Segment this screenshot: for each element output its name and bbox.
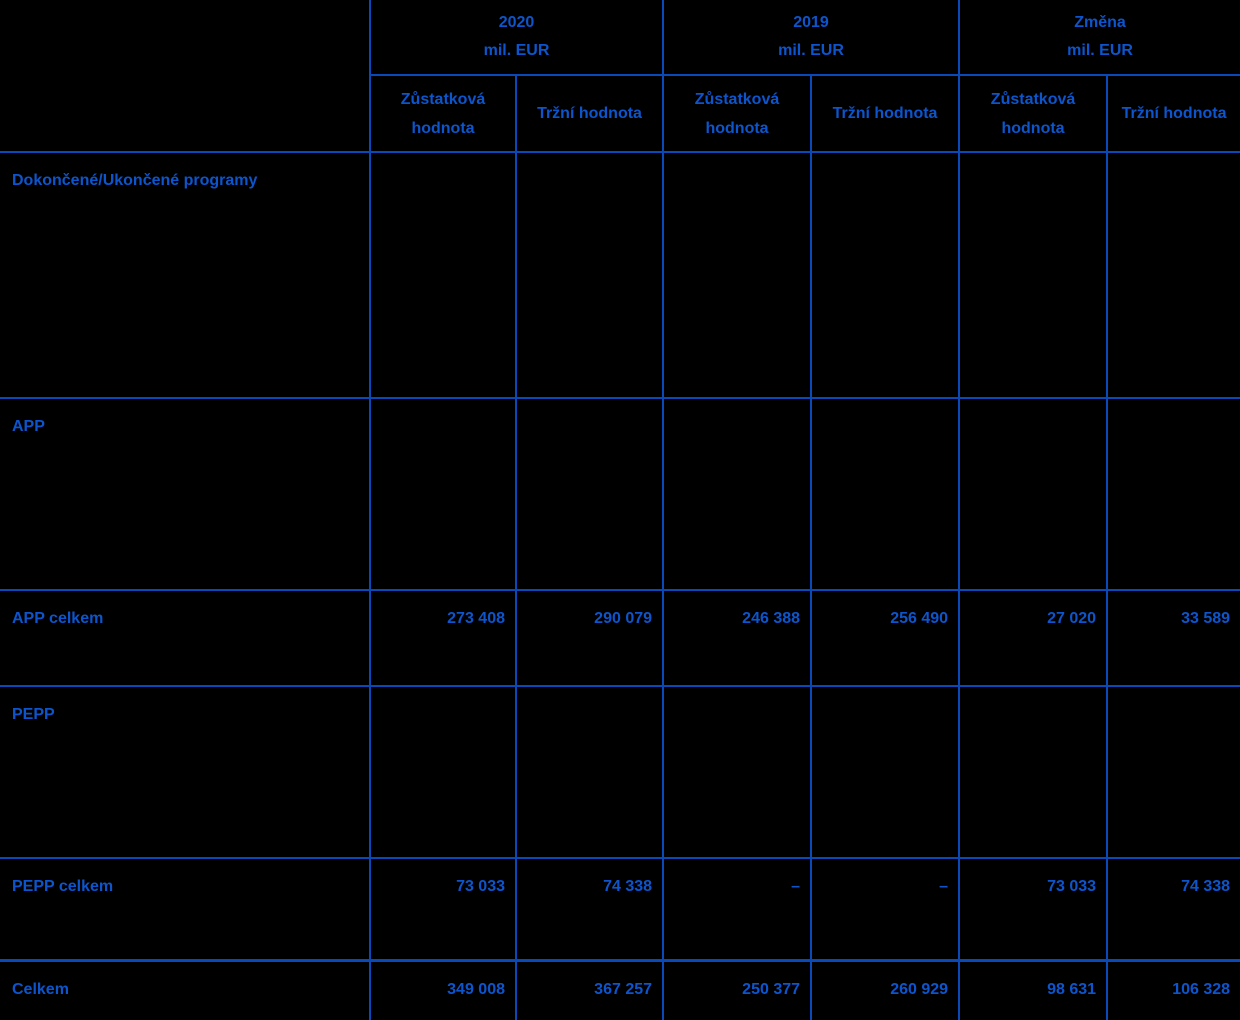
group-unit: mil. EUR: [778, 42, 844, 59]
column-group-zmena: Změna mil. EUR: [958, 0, 1240, 76]
group-unit: mil. EUR: [483, 42, 550, 59]
cell-value: 349 008: [369, 960, 516, 1020]
group-title: 2020: [498, 14, 535, 31]
cell-value: [1106, 686, 1240, 858]
cell-value: 73 033: [369, 858, 516, 960]
group-title: 2019: [793, 14, 829, 31]
cell-value: [662, 152, 812, 398]
total-row-pepp-celkem: PEPP celkem 73 033 74 338 – – 73 033 74 …: [0, 858, 1240, 960]
cell-value: [1106, 152, 1240, 398]
section-row-app: APP: [0, 398, 1240, 590]
subcolumn-header-zustatkova: Zůstatková hodnota: [662, 75, 812, 153]
cell-value: 73 033: [958, 858, 1108, 960]
cell-value: 98 631: [958, 960, 1108, 1020]
group-header-row: 2020 mil. EUR 2019 mil. EUR Změna mil. E…: [0, 0, 1240, 76]
cell-value: 74 338: [514, 858, 664, 960]
cell-value: [958, 152, 1108, 398]
column-group-2019: 2019 mil. EUR: [662, 0, 960, 76]
row-label: PEPP celkem: [0, 858, 370, 960]
cell-value: [1106, 398, 1240, 590]
subcolumn-header-row: Zůstatková hodnota Tržní hodnota Zůstatk…: [0, 75, 1240, 153]
section-row-dokoncene: Dokončené/Ukončené programy: [0, 152, 1240, 398]
row-label: APP: [0, 398, 370, 590]
subcolumn-header-trzni: Tržní hodnota: [810, 75, 960, 153]
cell-value: 273 408: [369, 590, 516, 686]
cell-value: 74 338: [1106, 858, 1240, 960]
cell-value: [514, 686, 664, 858]
cell-value: 246 388: [662, 590, 812, 686]
subcolumn-header-trzni: Tržní hodnota: [514, 75, 664, 153]
cell-value: [958, 398, 1108, 590]
total-row-app-celkem: APP celkem 273 408 290 079 246 388 256 4…: [0, 590, 1240, 686]
cell-value: 250 377: [662, 960, 812, 1020]
cell-value: 33 589: [1106, 590, 1240, 686]
cell-value: [810, 686, 960, 858]
subcolumn-header-trzni: Tržní hodnota: [1106, 75, 1240, 153]
cell-value: [514, 398, 664, 590]
cell-value: 290 079: [514, 590, 664, 686]
cell-value: [662, 686, 812, 858]
column-group-2020: 2020 mil. EUR: [368, 0, 664, 76]
section-row-pepp: PEPP: [0, 686, 1240, 858]
cell-value: [810, 152, 960, 398]
cell-value: 256 490: [810, 590, 960, 686]
cell-value: 27 020: [958, 590, 1108, 686]
grand-total-row-celkem: Celkem 349 008 367 257 250 377 260 929 9…: [0, 960, 1240, 1020]
cell-value: 260 929: [810, 960, 960, 1020]
cell-value: [369, 686, 516, 858]
row-label: PEPP: [0, 686, 370, 858]
cell-value: –: [662, 858, 812, 960]
cell-value: [369, 398, 516, 590]
subcolumn-header-zustatkova: Zůstatková hodnota: [958, 75, 1108, 153]
row-label: Dokončené/Ukončené programy: [0, 152, 370, 398]
cell-value: [810, 398, 960, 590]
group-unit: mil. EUR: [1067, 42, 1133, 59]
cell-value: 367 257: [514, 960, 664, 1020]
group-title: Změna: [1074, 14, 1126, 31]
corner-cell: [0, 75, 370, 153]
row-label: Celkem: [0, 960, 370, 1020]
cell-value: –: [810, 858, 960, 960]
corner-cell: [0, 0, 370, 75]
cell-value: [958, 686, 1108, 858]
cell-value: [369, 152, 516, 398]
cell-value: 106 328: [1106, 960, 1240, 1020]
subcolumn-header-zustatkova: Zůstatková hodnota: [369, 75, 516, 153]
cell-value: [514, 152, 664, 398]
cell-value: [662, 398, 812, 590]
row-label: APP celkem: [0, 590, 370, 686]
